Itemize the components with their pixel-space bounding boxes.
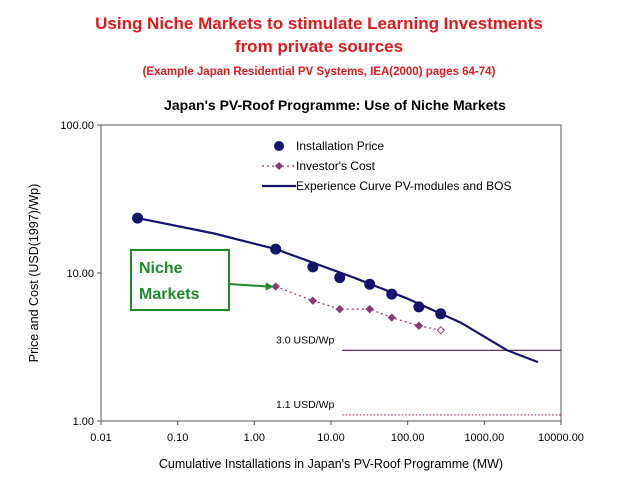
- niche-markets-callout: Niche Markets: [130, 249, 274, 311]
- point-investors-cost: [308, 296, 318, 305]
- point-investors-cost: [365, 304, 374, 314]
- chart-title: Japan's PV-Roof Programme: Use of Niche …: [164, 97, 506, 113]
- x-axis-label: Cumulative Installations in Japan's PV-R…: [159, 457, 503, 471]
- point-investors-cost: [436, 326, 445, 335]
- point-investors-cost: [387, 313, 396, 322]
- niche-markets-arrowhead: [265, 282, 274, 291]
- slide-title-line-1: Using Niche Markets to stimulate Learnin…: [95, 14, 543, 33]
- point-investors-cost: [335, 304, 344, 314]
- point-installation-price: [435, 308, 447, 320]
- point-installation-price: [364, 278, 376, 290]
- niche-markets-arrow: [228, 283, 268, 288]
- reference-label-1-1-usd-wp: 1.1 USD/Wp: [276, 399, 335, 411]
- x-tick-label: 0.01: [90, 432, 111, 444]
- legend-label-experience-curve: Experience Curve PV-modules and BOS: [296, 179, 511, 193]
- slide-title-line-2: from private sources: [234, 37, 404, 56]
- point-installation-price: [334, 272, 346, 284]
- y-axis-label: Price and Cost (USD(1997)/Wp): [27, 184, 41, 363]
- point-installation-price: [132, 212, 144, 224]
- series-line-experience-curve: [137, 217, 539, 364]
- x-tick-label: 100.00: [391, 432, 425, 444]
- x-tick-label: 10000.00: [538, 432, 584, 444]
- x-tick-label: 1.00: [244, 432, 265, 444]
- point-installation-price: [270, 243, 282, 255]
- point-investors-cost: [271, 282, 280, 291]
- point-installation-price: [386, 288, 398, 300]
- legend-marker-installation-price: [274, 141, 284, 151]
- reference-label-3-0-usd-wp: 3.0 USD/Wp: [276, 334, 335, 346]
- legend-label-installation-price: Installation Price: [296, 139, 384, 153]
- x-tick-label: 1000.00: [464, 432, 504, 444]
- point-installation-price: [413, 301, 425, 313]
- legend-marker-investors-cost: [275, 162, 283, 170]
- point-installation-price: [307, 261, 319, 273]
- slide-subtitle: (Example Japan Residential PV Systems, I…: [142, 66, 496, 78]
- y-tick-label: 10.00: [66, 268, 94, 280]
- x-tick-label: 10.00: [317, 432, 345, 444]
- y-tick-label: 100.00: [60, 120, 94, 132]
- x-tick-label: 0.10: [167, 432, 188, 444]
- niche-markets-text-line-2: Markets: [139, 286, 200, 303]
- niche-markets-text-line-1: Niche: [139, 260, 183, 277]
- y-tick-label: 1.00: [73, 416, 94, 428]
- niche-markets-box: [130, 249, 230, 311]
- legend: Installation Price Investor's Cost Exper…: [255, 132, 554, 200]
- legend-label-investors-cost: Investor's Cost: [296, 159, 376, 173]
- point-investors-cost: [414, 321, 424, 330]
